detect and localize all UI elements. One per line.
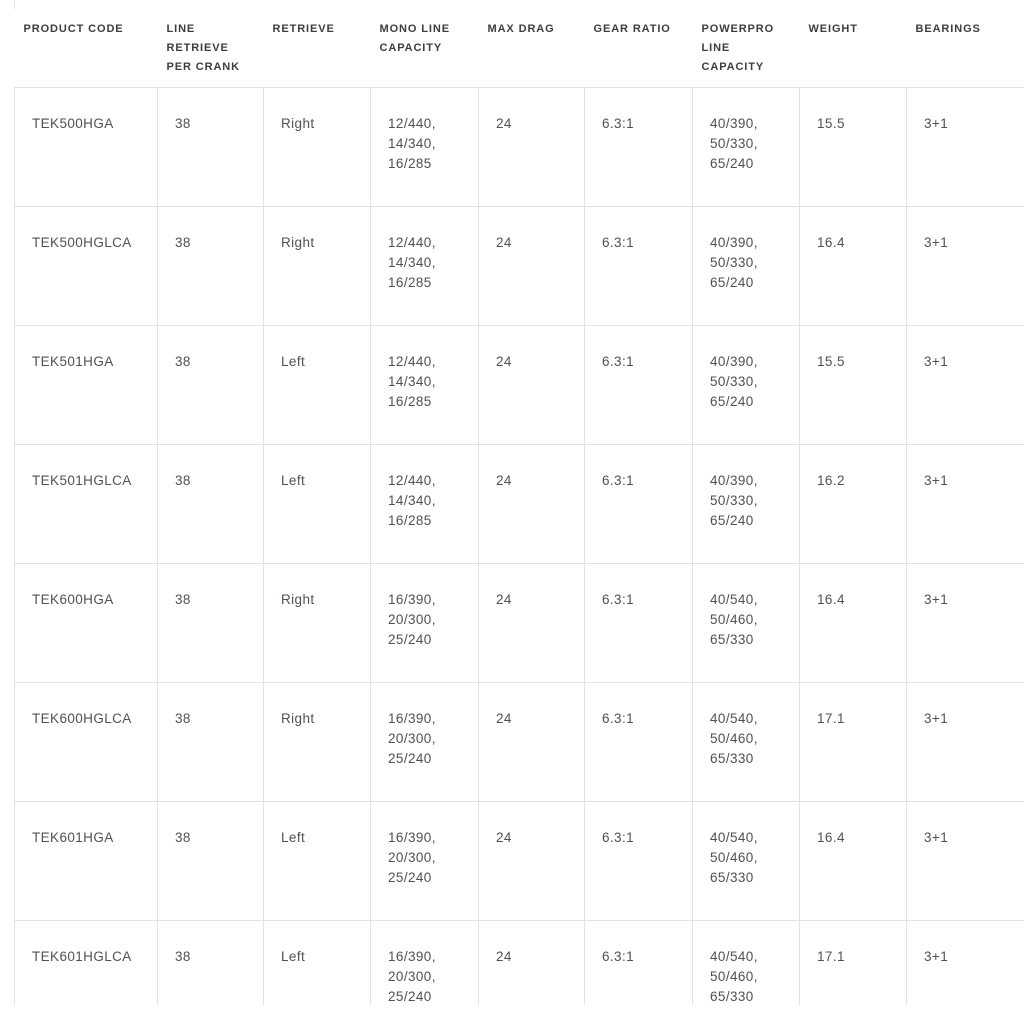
column-header-line-retrieve-per-crank: LINE RETRIEVE PER CRANK — [157, 0, 264, 88]
cell-weight: 16.4 — [799, 800, 907, 920]
cell-line-retrieve: 38 — [157, 800, 264, 920]
cell-bearings: 3+1 — [906, 324, 1024, 444]
cell-max-drag: 24 — [478, 919, 585, 1005]
cell-bearings: 3+1 — [906, 443, 1024, 563]
column-header-bearings: BEARINGS — [906, 0, 1024, 88]
cell-mono-line-capacity: 16/390, 20/300, 25/240 — [370, 800, 479, 920]
cell-product-code: TEK500HGA — [14, 87, 158, 206]
header-row: PRODUCT CODE LINE RETRIEVE PER CRANK RET… — [14, 0, 1024, 88]
cell-mono-line-capacity: 12/440, 14/340, 16/285 — [370, 443, 479, 563]
cell-max-drag: 24 — [478, 562, 585, 682]
cell-mono-line-capacity: 12/440, 14/340, 16/285 — [370, 205, 479, 325]
cell-line-retrieve: 38 — [157, 443, 264, 563]
cell-product-code: TEK600HGA — [14, 562, 158, 682]
table-row: TEK601HGLCA 38 Left 16/390, 20/300, 25/2… — [14, 919, 1024, 1005]
cell-line-retrieve: 38 — [157, 681, 264, 801]
table-row: TEK500HGA 38 Right 12/440, 14/340, 16/28… — [14, 87, 1024, 206]
cell-weight: 17.1 — [799, 919, 907, 1005]
cell-product-code: TEK601HGA — [14, 800, 158, 920]
product-spec-table: PRODUCT CODE LINE RETRIEVE PER CRANK RET… — [14, 0, 1024, 1005]
cell-max-drag: 24 — [478, 324, 585, 444]
cell-max-drag: 24 — [478, 443, 585, 563]
cell-powerpro-line-capacity: 40/390, 50/330, 65/240 — [692, 205, 800, 325]
cell-powerpro-line-capacity: 40/390, 50/330, 65/240 — [692, 324, 800, 444]
cell-retrieve: Left — [263, 800, 371, 920]
cell-powerpro-line-capacity: 40/540, 50/460, 65/330 — [692, 681, 800, 801]
cell-gear-ratio: 6.3:1 — [584, 800, 693, 920]
top-border-fragment — [14, 0, 15, 9]
cell-gear-ratio: 6.3:1 — [584, 324, 693, 444]
table-row: TEK500HGLCA 38 Right 12/440, 14/340, 16/… — [14, 205, 1024, 325]
column-header-max-drag: MAX DRAG — [478, 0, 585, 88]
cell-product-code: TEK501HGA — [14, 324, 158, 444]
cell-line-retrieve: 38 — [157, 324, 264, 444]
cell-product-code: TEK501HGLCA — [14, 443, 158, 563]
cell-max-drag: 24 — [478, 205, 585, 325]
cell-retrieve: Right — [263, 562, 371, 682]
cell-bearings: 3+1 — [906, 919, 1024, 1005]
table-row: TEK601HGA 38 Left 16/390, 20/300, 25/240… — [14, 800, 1024, 920]
cell-max-drag: 24 — [478, 87, 585, 206]
cell-max-drag: 24 — [478, 800, 585, 920]
table-row: TEK600HGA 38 Right 16/390, 20/300, 25/24… — [14, 562, 1024, 682]
cell-gear-ratio: 6.3:1 — [584, 681, 693, 801]
cell-retrieve: Right — [263, 681, 371, 801]
cell-powerpro-line-capacity: 40/540, 50/460, 65/330 — [692, 800, 800, 920]
cell-mono-line-capacity: 16/390, 20/300, 25/240 — [370, 681, 479, 801]
cell-mono-line-capacity: 16/390, 20/300, 25/240 — [370, 919, 479, 1005]
cell-weight: 17.1 — [799, 681, 907, 801]
cell-retrieve: Right — [263, 205, 371, 325]
cell-weight: 16.2 — [799, 443, 907, 563]
cell-weight: 16.4 — [799, 562, 907, 682]
cell-gear-ratio: 6.3:1 — [584, 443, 693, 563]
cell-powerpro-line-capacity: 40/540, 50/460, 65/330 — [692, 919, 800, 1005]
cell-bearings: 3+1 — [906, 87, 1024, 206]
cell-retrieve: Left — [263, 324, 371, 444]
cell-gear-ratio: 6.3:1 — [584, 87, 693, 206]
column-header-powerpro-line-capacity: POWERPRO LINE CAPACITY — [692, 0, 800, 88]
cell-bearings: 3+1 — [906, 205, 1024, 325]
cell-gear-ratio: 6.3:1 — [584, 919, 693, 1005]
cell-gear-ratio: 6.3:1 — [584, 205, 693, 325]
cell-line-retrieve: 38 — [157, 919, 264, 1005]
cell-product-code: TEK500HGLCA — [14, 205, 158, 325]
table-row: TEK501HGLCA 38 Left 12/440, 14/340, 16/2… — [14, 443, 1024, 563]
column-header-retrieve: RETRIEVE — [263, 0, 371, 88]
cell-powerpro-line-capacity: 40/390, 50/330, 65/240 — [692, 443, 800, 563]
column-header-product-code: PRODUCT CODE — [14, 0, 158, 88]
cell-mono-line-capacity: 16/390, 20/300, 25/240 — [370, 562, 479, 682]
cell-retrieve: Left — [263, 443, 371, 563]
cell-line-retrieve: 38 — [157, 87, 264, 206]
cell-weight: 15.5 — [799, 87, 907, 206]
cell-retrieve: Right — [263, 87, 371, 206]
cell-product-code: TEK600HGLCA — [14, 681, 158, 801]
table-row: TEK501HGA 38 Left 12/440, 14/340, 16/285… — [14, 324, 1024, 444]
cell-powerpro-line-capacity: 40/390, 50/330, 65/240 — [692, 87, 800, 206]
cell-retrieve: Left — [263, 919, 371, 1005]
column-header-weight: WEIGHT — [799, 0, 907, 88]
cell-mono-line-capacity: 12/440, 14/340, 16/285 — [370, 324, 479, 444]
cell-powerpro-line-capacity: 40/540, 50/460, 65/330 — [692, 562, 800, 682]
cell-bearings: 3+1 — [906, 681, 1024, 801]
column-header-mono-line-capacity: MONO LINE CAPACITY — [370, 0, 479, 88]
cell-weight: 16.4 — [799, 205, 907, 325]
column-header-gear-ratio: GEAR RATIO — [584, 0, 693, 88]
cell-max-drag: 24 — [478, 681, 585, 801]
table-row: TEK600HGLCA 38 Right 16/390, 20/300, 25/… — [14, 681, 1024, 801]
cell-bearings: 3+1 — [906, 562, 1024, 682]
cell-weight: 15.5 — [799, 324, 907, 444]
cell-gear-ratio: 6.3:1 — [584, 562, 693, 682]
cell-line-retrieve: 38 — [157, 562, 264, 682]
cell-line-retrieve: 38 — [157, 205, 264, 325]
cell-bearings: 3+1 — [906, 800, 1024, 920]
cell-mono-line-capacity: 12/440, 14/340, 16/285 — [370, 87, 479, 206]
cell-product-code: TEK601HGLCA — [14, 919, 158, 1005]
